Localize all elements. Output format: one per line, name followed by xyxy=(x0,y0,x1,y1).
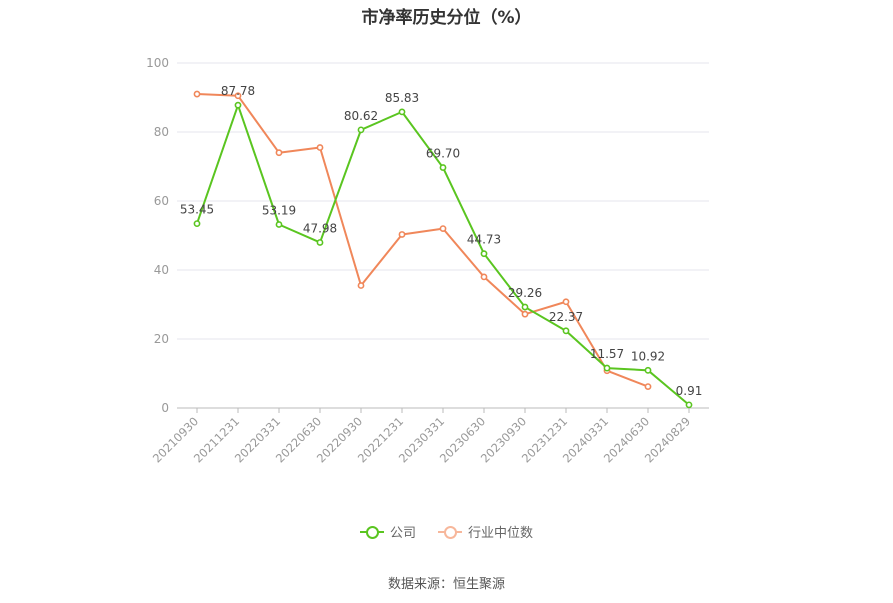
data-label: 22.37 xyxy=(549,310,583,324)
data-point-company xyxy=(644,366,652,374)
data-label: 87.78 xyxy=(221,84,255,98)
chart-title: 市净率历史分位（%） xyxy=(361,8,532,28)
y-tick-label: 100 xyxy=(146,56,169,70)
grid-layer xyxy=(177,62,709,340)
series-line-industry-median xyxy=(196,93,649,388)
data-point-company xyxy=(685,401,693,409)
data-point-company xyxy=(521,303,529,311)
data-point-industry-median xyxy=(316,144,324,151)
data-point-industry-median xyxy=(193,90,201,98)
data-label: 85.83 xyxy=(385,91,419,105)
source-note: 数据来源：恒生聚源 xyxy=(387,577,505,592)
data-label: 44.73 xyxy=(467,233,501,247)
data-point-industry-median xyxy=(357,282,365,289)
y-tick-label: 0 xyxy=(161,401,169,415)
y-tick-label: 40 xyxy=(154,263,169,277)
data-label: 47.98 xyxy=(303,221,337,235)
data-point-industry-median xyxy=(275,149,283,157)
data-point-industry-median xyxy=(439,225,447,232)
legend-label-company: 公司 xyxy=(389,526,416,541)
data-label: 29.26 xyxy=(508,286,542,300)
data-point-company xyxy=(398,108,406,116)
data-point-company xyxy=(357,126,365,134)
legend-item-company[interactable]: 公司 xyxy=(359,522,416,541)
data-label: 69.70 xyxy=(426,147,460,161)
legend-swatch-company xyxy=(359,525,384,539)
data-label: 53.45 xyxy=(180,203,214,217)
data-point-company xyxy=(439,164,447,171)
data-label: 53.19 xyxy=(262,203,296,217)
y-tick-label: 80 xyxy=(154,125,169,139)
series-layer xyxy=(193,90,693,409)
line-chart: 0204060801002021093020211231202203312022… xyxy=(146,56,709,466)
data-label-layer: 53.45 87.78 53.19 47.98 80.62 85.83 69.70 44.73… xyxy=(180,84,703,398)
y-tick-label: 60 xyxy=(154,194,169,208)
data-point-company xyxy=(275,221,283,228)
data-point-industry-median xyxy=(480,273,488,281)
data-point-industry-median xyxy=(234,92,242,100)
legend-label-industry-median: 行业中位数 xyxy=(468,526,534,541)
legend-item-industry-median[interactable]: 行业中位数 xyxy=(438,522,533,541)
data-point-company xyxy=(316,239,324,246)
data-point-company xyxy=(603,364,611,372)
legend: 公司 行业中位数 xyxy=(0,522,893,541)
data-label: 11.57 xyxy=(590,347,624,361)
data-label: 10.92 xyxy=(631,349,665,363)
axis-layer: 0204060801002021093020211231202203312022… xyxy=(146,56,709,466)
data-point-industry-median xyxy=(398,231,406,238)
data-point-industry-median xyxy=(562,298,570,306)
legend-swatch-industry-median xyxy=(438,525,462,539)
data-label: 0.91 xyxy=(676,384,703,398)
data-point-company xyxy=(480,250,488,258)
data-point-company xyxy=(193,220,201,227)
data-point-company xyxy=(234,101,242,109)
data-point-company xyxy=(562,327,570,335)
data-point-industry-median xyxy=(521,310,529,318)
data-label: 80.62 xyxy=(344,109,378,123)
y-tick-label: 20 xyxy=(154,332,169,346)
data-point-industry-median xyxy=(644,383,652,391)
